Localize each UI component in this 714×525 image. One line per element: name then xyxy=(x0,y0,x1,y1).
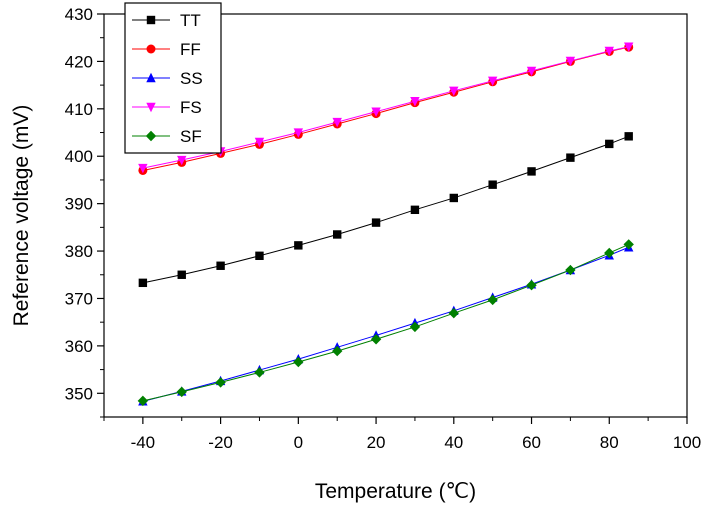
data-point-sf xyxy=(293,356,304,368)
data-point-sf xyxy=(254,367,265,378)
legend-marker-ss xyxy=(146,72,156,83)
x-tick-label: -40 xyxy=(131,433,156,452)
legend-marker-fs xyxy=(146,102,156,113)
data-point-fs xyxy=(565,56,576,67)
data-point-fs xyxy=(254,137,265,148)
data-point-sf xyxy=(176,386,187,398)
data-point-fs xyxy=(487,76,498,87)
data-point-fs xyxy=(624,42,634,52)
data-point-tt xyxy=(216,261,225,270)
data-point-sf xyxy=(623,239,634,250)
legend-label-ss: SS xyxy=(180,69,203,88)
y-tick-label: 360 xyxy=(65,337,93,356)
plot-frame xyxy=(103,13,688,418)
data-point-sf xyxy=(409,321,421,333)
legend-marker-sf xyxy=(145,130,157,142)
data-point-sf xyxy=(604,247,615,259)
data-point-tt xyxy=(294,241,303,250)
series-line-sf xyxy=(142,243,629,402)
x-tick-label: 80 xyxy=(600,433,619,452)
data-point-sf xyxy=(332,345,343,357)
data-point-tt xyxy=(138,278,148,288)
legend-label-fs: FS xyxy=(180,98,202,117)
plot-area xyxy=(137,42,634,407)
data-point-tt xyxy=(371,218,381,227)
data-point-tt xyxy=(527,167,536,176)
x-tick-label: 20 xyxy=(367,433,386,452)
x-tick-label: 40 xyxy=(444,433,463,452)
series-line-ss xyxy=(142,246,629,402)
series-line-fs xyxy=(142,46,629,169)
legend-marker-tt xyxy=(146,15,156,25)
legend-marker-ff xyxy=(146,44,156,54)
series-line-tt xyxy=(142,135,629,284)
axes: -40 -20 0 20 40 60 80 100 350 360 370 380 390 400 410 4… xyxy=(65,5,702,452)
series-line-ff xyxy=(142,46,629,171)
data-point-fs xyxy=(410,97,420,107)
data-point-sf xyxy=(370,334,382,345)
x-tick-label: 100 xyxy=(673,433,701,452)
legend-label-ff: FF xyxy=(180,40,201,59)
data-point-sf xyxy=(565,264,576,276)
y-tick-label: 430 xyxy=(65,5,93,24)
x-tick-label: 0 xyxy=(294,433,303,452)
legend-label-tt: TT xyxy=(180,11,201,30)
x-axis-title: Temperature (℃) xyxy=(315,480,476,503)
data-point-fs xyxy=(293,128,304,138)
data-point-fs xyxy=(449,86,459,97)
data-point-fs xyxy=(332,117,342,128)
y-tick-label: 350 xyxy=(65,384,93,403)
y-tick-label: 390 xyxy=(65,195,93,214)
data-point-sf xyxy=(526,279,537,291)
x-tick-label: 60 xyxy=(522,433,541,452)
legend: TT FF SS FS SF xyxy=(124,2,222,154)
x-tick-label: -20 xyxy=(208,433,233,452)
y-tick-label: 380 xyxy=(65,242,93,261)
data-point-sf xyxy=(448,307,459,319)
y-axis-title: Reference voltage (mV) xyxy=(10,105,33,327)
data-point-tt xyxy=(177,270,186,279)
y-tick-label: 400 xyxy=(65,147,93,166)
data-point-fs xyxy=(604,46,614,57)
legend-label-sf: SF xyxy=(180,127,202,146)
data-point-tt xyxy=(333,230,342,239)
data-point-tt xyxy=(566,153,575,162)
y-tick-label: 420 xyxy=(65,52,93,71)
data-point-tt xyxy=(410,205,420,215)
data-point-sf xyxy=(215,377,226,388)
data-point-tt xyxy=(449,193,458,203)
data-point-tt xyxy=(255,251,264,260)
y-tick-label: 370 xyxy=(65,289,93,308)
data-point-tt xyxy=(605,139,614,149)
y-tick-label: 410 xyxy=(65,100,93,119)
data-point-sf xyxy=(137,395,149,407)
data-point-fs xyxy=(138,163,148,174)
data-point-fs xyxy=(371,107,381,117)
data-point-tt xyxy=(488,180,497,189)
data-point-tt xyxy=(624,132,633,141)
data-point-sf xyxy=(487,294,498,306)
data-point-fs xyxy=(177,155,187,166)
data-point-fs xyxy=(526,66,537,77)
